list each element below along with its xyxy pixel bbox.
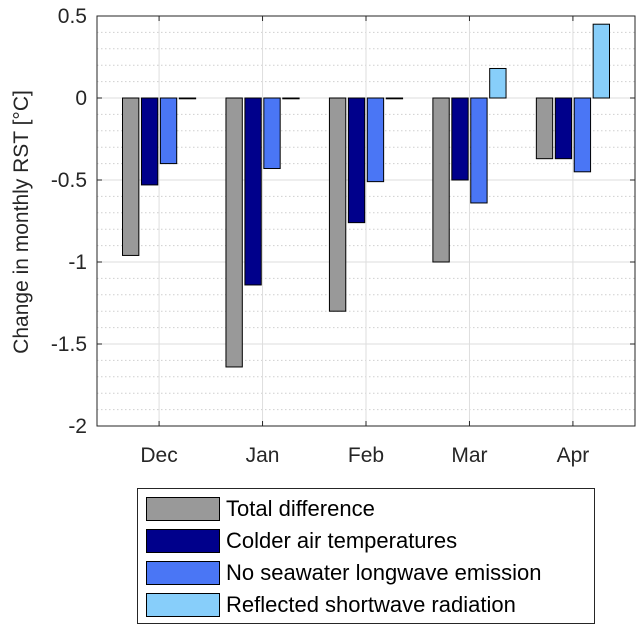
y-tick-label: 0 [75, 87, 87, 110]
x-tick-label: Mar [451, 444, 487, 467]
x-tick-label: Dec [140, 444, 177, 467]
legend-item: Total difference [146, 496, 375, 522]
y-tick-label: -2 [68, 415, 87, 438]
bar-colder-air-temperatures-apr [554, 97, 573, 160]
bar-total-difference-apr [535, 97, 554, 160]
x-tick-label: Apr [557, 444, 590, 467]
legend-swatch [146, 561, 220, 585]
legend-label: Reflected shortwave radiation [226, 592, 516, 617]
bar-colder-air-temperatures-jan [244, 97, 262, 286]
legend: Total difference Colder air temperatures N… [137, 488, 595, 624]
bar-no-seawater-longwave-emission-feb [366, 97, 385, 183]
y-tick-label: 0.5 [58, 5, 87, 28]
y-tick-labels: 0.5 0 -0.5 -1 -1.5 -2 [51, 5, 87, 438]
legend-swatch [146, 497, 220, 521]
y-tick-label: -1 [68, 251, 87, 274]
legend-item: Reflected shortwave radiation [146, 592, 516, 618]
x-tick-label: Jan [246, 444, 280, 467]
major-gridlines [97, 15, 635, 427]
legend-item: Colder air temperatures [146, 528, 457, 554]
bar-total-difference-mar [432, 97, 450, 263]
y-tick-label: -1.5 [51, 333, 87, 356]
bar-total-difference-feb [328, 97, 347, 312]
legend-swatch [146, 593, 220, 617]
bar-colder-air-temperatures-dec [140, 97, 159, 186]
bar-no-seawater-longwave-emission-mar [470, 97, 488, 204]
bar-total-difference-jan [225, 97, 243, 368]
y-axis-label: Change in monthly RST [°C] [10, 90, 33, 354]
legend-swatch [146, 529, 220, 553]
x-tick-label: Feb [348, 444, 384, 467]
bar-reflected-shortwave-radiation-feb [385, 97, 404, 100]
legend-label: Colder air temperatures [226, 528, 458, 553]
bar-reflected-shortwave-radiation-apr [592, 23, 611, 99]
bar-reflected-shortwave-radiation-mar [489, 67, 507, 99]
bars [122, 23, 611, 368]
x-tick-labels: Dec Jan Feb Mar Apr [140, 444, 589, 467]
bar-colder-air-temperatures-mar [451, 97, 469, 181]
bar-colder-air-temperatures-feb [347, 97, 366, 224]
bar-no-seawater-longwave-emission-dec [159, 97, 178, 165]
y-tick-label: -0.5 [51, 169, 87, 192]
bar-total-difference-dec [122, 97, 140, 256]
axis-ticks [97, 15, 635, 427]
bar-reflected-shortwave-radiation-dec [178, 97, 197, 100]
bar-no-seawater-longwave-emission-apr [573, 97, 592, 173]
bar-reflected-shortwave-radiation-jan [282, 97, 300, 100]
legend-label: Total difference [226, 496, 375, 521]
bar-no-seawater-longwave-emission-jan [263, 97, 281, 170]
legend-item: No seawater longwave emission [146, 560, 542, 586]
legend-label: No seawater longwave emission [226, 560, 542, 585]
